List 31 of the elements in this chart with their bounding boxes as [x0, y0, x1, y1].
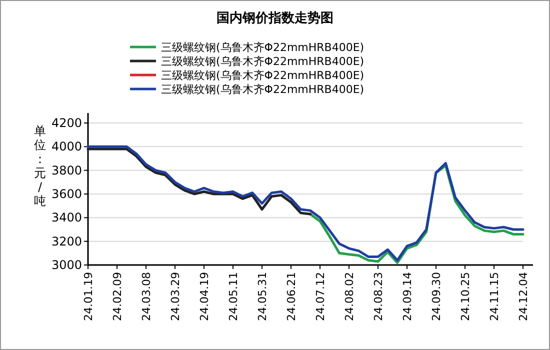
- x-tick-label: 24.09.30: [430, 272, 443, 321]
- x-tick-label: 24.04.19: [198, 272, 211, 321]
- x-tick-label: 24.03.08: [140, 272, 153, 321]
- y-tick-label: 4000: [51, 140, 82, 154]
- x-tick-label: 24.10.25: [459, 272, 472, 321]
- y-tick-label: 3400: [51, 210, 82, 225]
- y-tick-label: 3000: [51, 258, 82, 272]
- legend-label: 三级螺纹钢(乌鲁木齐Φ22mmHRB400E): [161, 83, 364, 96]
- x-tick-label: 24.12.04: [517, 272, 530, 321]
- line-series: [86, 148, 312, 216]
- x-tick-label: 24.06.21: [285, 272, 298, 321]
- legend-label: 三级螺纹钢(乌鲁木齐Φ22mmHRB400E): [161, 41, 364, 54]
- y-tick-label: 4200: [51, 116, 82, 130]
- legend-label: 三级螺纹钢(乌鲁木齐Φ22mmHRB400E): [161, 69, 364, 82]
- x-tick-label: 24.03.29: [169, 272, 182, 321]
- line-series: [86, 145, 524, 262]
- y-tick-label: 3800: [51, 163, 82, 178]
- x-tick-label: 24.07.12: [314, 272, 327, 321]
- x-tick-label: 24.02.09: [111, 272, 124, 321]
- x-tick-label: 24.05.31: [256, 272, 269, 321]
- y-tick-label: 3200: [51, 234, 82, 248]
- chart-title: 国内钢价指数走势图: [216, 10, 334, 26]
- x-tick-label: 24.08.23: [372, 272, 385, 321]
- y-tick-label: 3600: [51, 187, 82, 201]
- x-tick-label: 24.11.15: [488, 272, 501, 321]
- y-axis-title: 单位：元/吨: [34, 124, 46, 208]
- x-tick-label: 24.05.11: [227, 272, 240, 321]
- x-tick-label: 24.08.02: [343, 272, 356, 321]
- legend-label: 三级螺纹钢(乌鲁木齐Φ22mmHRB400E): [161, 55, 364, 68]
- x-tick-label: 24.01.19: [82, 272, 95, 321]
- x-tick-label: 24.09.14: [401, 272, 414, 321]
